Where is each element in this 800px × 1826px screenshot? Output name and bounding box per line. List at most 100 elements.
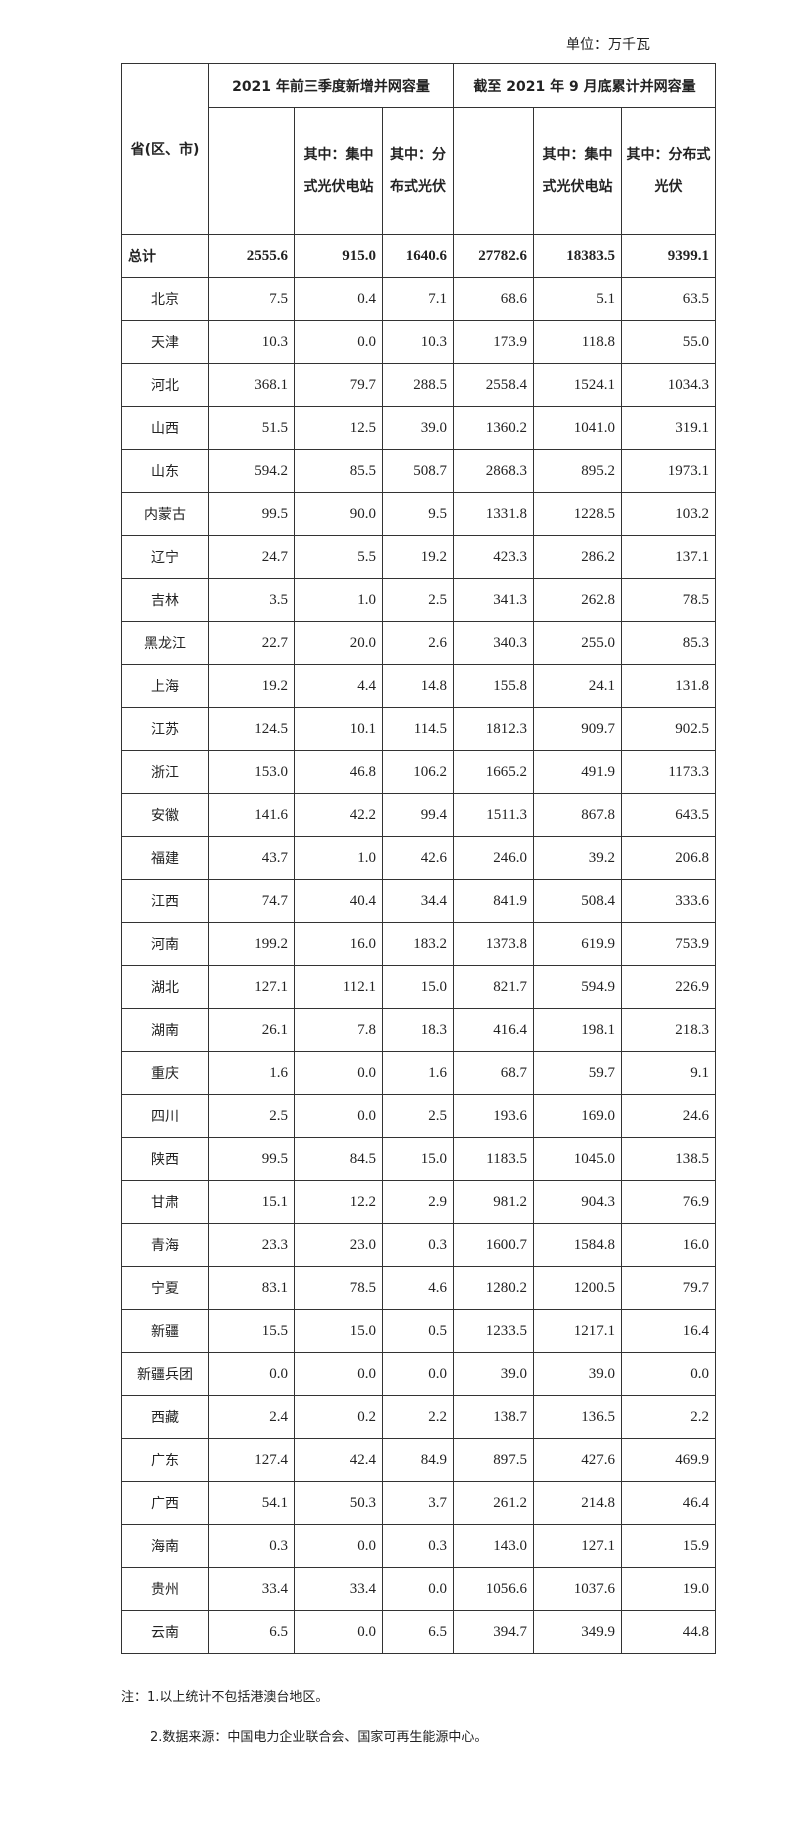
table-row: 云南 6.5 0.0 6.5 394.7 349.9 44.8 [121, 1610, 717, 1654]
cell-region: 广西 [121, 1481, 209, 1525]
cell-cum-total: 1373.8 [453, 922, 534, 966]
cell-new-centralized: 0.0 [294, 1051, 383, 1095]
cell-new-total: 594.2 [208, 449, 295, 493]
cell-cum-total: 27782.6 [453, 234, 534, 278]
cell-new-total: 15.1 [208, 1180, 295, 1224]
cell-cum-total: 1233.5 [453, 1309, 534, 1353]
cell-cum-distributed: 76.9 [620, 1180, 717, 1224]
cell-new-distributed: 99.4 [382, 793, 454, 837]
table-row: 四川 2.5 0.0 2.5 193.6 169.0 24.6 [121, 1094, 717, 1138]
cell-cum-centralized: 118.8 [533, 320, 622, 364]
cell-cum-total: 841.9 [453, 879, 534, 923]
cell-cum-distributed: 643.5 [620, 793, 717, 837]
cell-cum-distributed: 63.5 [620, 277, 717, 321]
cell-region: 甘肃 [121, 1180, 209, 1224]
cell-new-centralized: 1.0 [294, 578, 383, 622]
cell-new-centralized: 46.8 [294, 750, 383, 794]
cell-new-total: 43.7 [208, 836, 295, 880]
cell-cum-total: 1511.3 [453, 793, 534, 837]
cell-region: 广东 [121, 1438, 209, 1482]
header-group-new: 2021 年前三季度新增并网容量 [208, 63, 454, 108]
cell-region: 贵州 [121, 1567, 209, 1611]
cell-cum-distributed: 1034.3 [620, 363, 717, 407]
unit-label: 单位：万千瓦 [566, 37, 650, 53]
cell-cum-total: 2558.4 [453, 363, 534, 407]
cell-cum-total: 423.3 [453, 535, 534, 579]
cell-cum-centralized: 491.9 [533, 750, 622, 794]
cell-cum-centralized: 286.2 [533, 535, 622, 579]
cell-new-total: 26.1 [208, 1008, 295, 1052]
cell-new-distributed: 2.5 [382, 578, 454, 622]
cell-new-total: 2.4 [208, 1395, 295, 1439]
cell-cum-total: 981.2 [453, 1180, 534, 1224]
table-row: 内蒙古 99.5 90.0 9.5 1331.8 1228.5 103.2 [121, 492, 717, 536]
cell-region: 北京 [121, 277, 209, 321]
cell-new-total: 22.7 [208, 621, 295, 665]
cell-cum-centralized: 427.6 [533, 1438, 622, 1482]
cell-cum-distributed: 79.7 [620, 1266, 717, 1310]
cell-new-total: 199.2 [208, 922, 295, 966]
cell-cum-centralized: 1200.5 [533, 1266, 622, 1310]
cell-region: 天津 [121, 320, 209, 364]
cell-new-total: 2.5 [208, 1094, 295, 1138]
cell-cum-distributed: 46.4 [620, 1481, 717, 1525]
header-region: 省(区、市) [121, 63, 209, 235]
cell-cum-total: 1812.3 [453, 707, 534, 751]
table-row: 甘肃 15.1 12.2 2.9 981.2 904.3 76.9 [121, 1180, 717, 1224]
cell-new-total: 54.1 [208, 1481, 295, 1525]
cell-cum-total: 821.7 [453, 965, 534, 1009]
cell-new-centralized: 20.0 [294, 621, 383, 665]
cell-new-centralized: 7.8 [294, 1008, 383, 1052]
cell-region: 四川 [121, 1094, 209, 1138]
table-row: 吉林 3.5 1.0 2.5 341.3 262.8 78.5 [121, 578, 717, 622]
cell-new-distributed: 106.2 [382, 750, 454, 794]
cell-region: 新疆兵团 [121, 1352, 209, 1396]
cell-new-distributed: 7.1 [382, 277, 454, 321]
cell-new-centralized: 5.5 [294, 535, 383, 579]
cell-cum-total: 138.7 [453, 1395, 534, 1439]
cell-cum-total: 39.0 [453, 1352, 534, 1396]
cell-cum-centralized: 169.0 [533, 1094, 622, 1138]
cell-cum-centralized: 136.5 [533, 1395, 622, 1439]
cell-new-centralized: 15.0 [294, 1309, 383, 1353]
cell-new-total: 3.5 [208, 578, 295, 622]
cell-cum-distributed: 85.3 [620, 621, 717, 665]
cell-cum-total: 1600.7 [453, 1223, 534, 1267]
cell-new-total: 6.5 [208, 1610, 295, 1654]
cell-cum-centralized: 18383.5 [533, 234, 622, 278]
table-row: 上海 19.2 4.4 14.8 155.8 24.1 131.8 [121, 664, 717, 708]
cell-new-centralized: 0.0 [294, 320, 383, 364]
cell-new-distributed: 14.8 [382, 664, 454, 708]
cell-cum-total: 1280.2 [453, 1266, 534, 1310]
table-row: 辽宁 24.7 5.5 19.2 423.3 286.2 137.1 [121, 535, 717, 579]
cell-cum-distributed: 16.0 [620, 1223, 717, 1267]
cell-cum-distributed: 9.1 [620, 1051, 717, 1095]
cell-region: 江西 [121, 879, 209, 923]
cell-new-centralized: 40.4 [294, 879, 383, 923]
cell-new-distributed: 0.3 [382, 1524, 454, 1568]
cell-region: 海南 [121, 1524, 209, 1568]
cell-cum-distributed: 333.6 [620, 879, 717, 923]
cell-new-centralized: 50.3 [294, 1481, 383, 1525]
cell-new-centralized: 84.5 [294, 1137, 383, 1181]
cell-new-total: 15.5 [208, 1309, 295, 1353]
cell-new-total: 0.3 [208, 1524, 295, 1568]
note-2: 2.数据来源：中国电力企业联合会、国家可再生能源中心。 [150, 1730, 488, 1745]
cell-cum-total: 1665.2 [453, 750, 534, 794]
cell-new-distributed: 1.6 [382, 1051, 454, 1095]
cell-cum-total: 416.4 [453, 1008, 534, 1052]
cell-cum-centralized: 39.2 [533, 836, 622, 880]
table-row: 青海 23.3 23.0 0.3 1600.7 1584.8 16.0 [121, 1223, 717, 1267]
cell-region: 总计 [121, 234, 209, 278]
table-row: 新疆 15.5 15.0 0.5 1233.5 1217.1 16.4 [121, 1309, 717, 1353]
table-row: 海南 0.3 0.0 0.3 143.0 127.1 15.9 [121, 1524, 717, 1568]
table-row: 安徽 141.6 42.2 99.4 1511.3 867.8 643.5 [121, 793, 717, 837]
header-new-distributed: 其中：分布式光伏 [382, 107, 454, 235]
table-row: 黑龙江 22.7 20.0 2.6 340.3 255.0 85.3 [121, 621, 717, 665]
cell-cum-total: 897.5 [453, 1438, 534, 1482]
cell-region: 西藏 [121, 1395, 209, 1439]
cell-cum-distributed: 902.5 [620, 707, 717, 751]
cell-new-total: 33.4 [208, 1567, 295, 1611]
cell-region: 黑龙江 [121, 621, 209, 665]
cell-cum-total: 68.7 [453, 1051, 534, 1095]
